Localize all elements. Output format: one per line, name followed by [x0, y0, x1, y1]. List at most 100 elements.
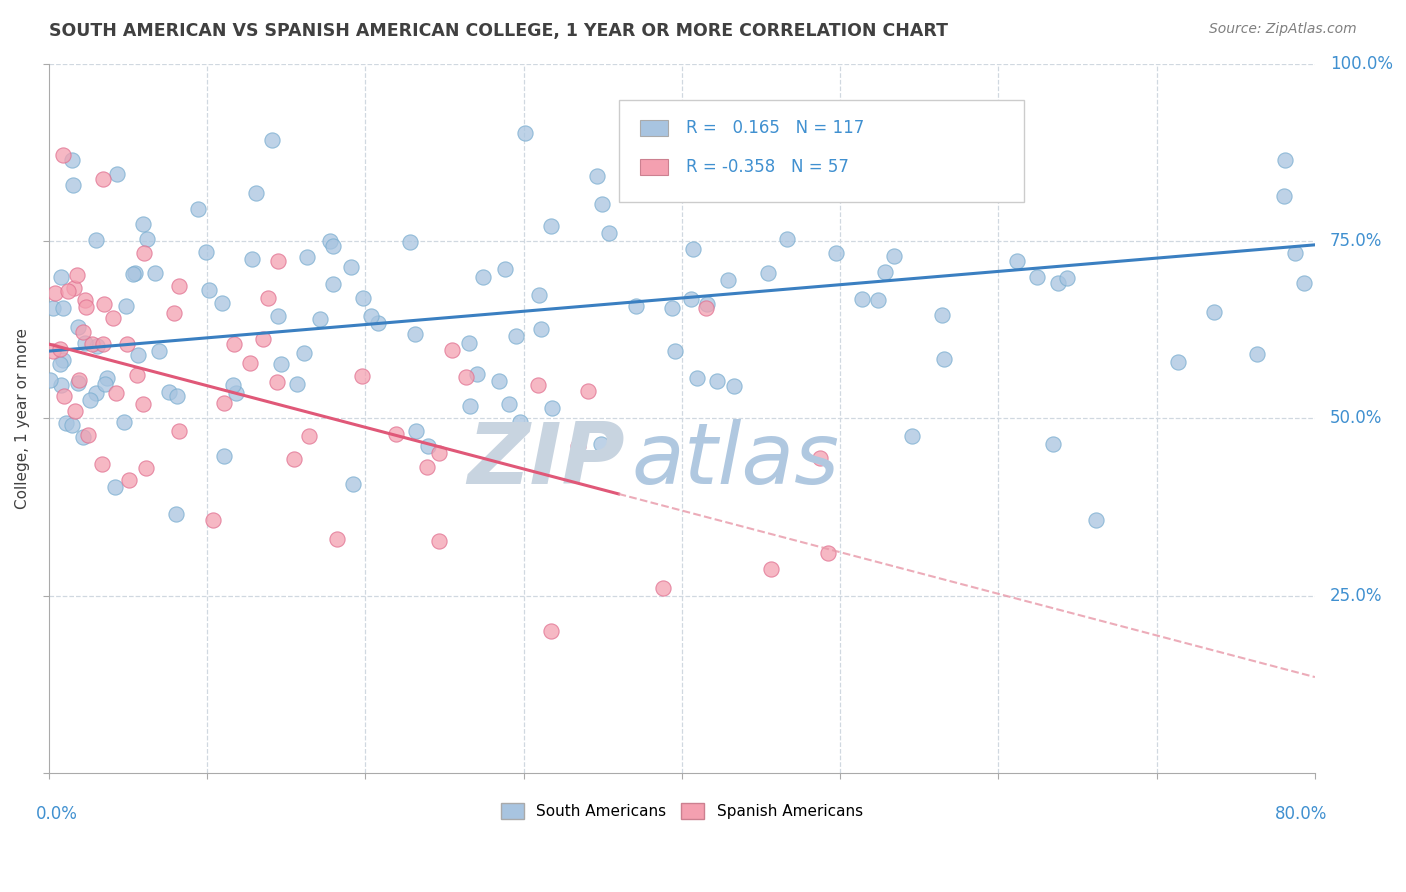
- Point: [458, 336, 481, 351]
- Y-axis label: College, 1 year or more: College, 1 year or more: [15, 328, 30, 509]
- Point: [810, 450, 832, 465]
- Point: [266, 375, 288, 389]
- Point: [292, 345, 315, 359]
- Point: [319, 235, 342, 249]
- Point: [222, 378, 245, 392]
- Point: [681, 292, 703, 306]
- Point: [498, 397, 520, 411]
- Point: [73, 336, 96, 351]
- Text: 25.0%: 25.0%: [1330, 587, 1382, 605]
- Point: [91, 337, 114, 351]
- Point: [652, 581, 675, 595]
- Point: [488, 374, 510, 388]
- Point: [169, 424, 191, 438]
- Point: [60, 417, 83, 432]
- Point: [429, 446, 451, 460]
- Point: [260, 133, 283, 147]
- Point: [117, 473, 139, 487]
- Point: [101, 311, 124, 326]
- Point: [1274, 153, 1296, 168]
- Point: [567, 439, 589, 453]
- Point: [883, 248, 905, 262]
- Legend: South Americans, Spanish Americans: South Americans, Spanish Americans: [495, 797, 869, 825]
- Point: [454, 369, 477, 384]
- Point: [868, 293, 890, 308]
- Point: [257, 291, 280, 305]
- Point: [367, 316, 389, 330]
- Point: [187, 202, 209, 216]
- Point: [326, 532, 349, 546]
- Point: [350, 368, 373, 383]
- Point: [90, 458, 112, 472]
- Point: [49, 342, 72, 356]
- Point: [817, 546, 839, 560]
- Point: [824, 245, 846, 260]
- Point: [322, 238, 344, 252]
- Point: [44, 285, 66, 300]
- Point: [513, 127, 536, 141]
- Point: [62, 178, 84, 192]
- Text: 100.0%: 100.0%: [1330, 55, 1393, 73]
- Point: [1046, 276, 1069, 290]
- Point: [132, 246, 155, 260]
- Point: [49, 270, 72, 285]
- Point: [1042, 437, 1064, 451]
- Text: SOUTH AMERICAN VS SPANISH AMERICAN COLLEGE, 1 YEAR OR MORE CORRELATION CHART: SOUTH AMERICAN VS SPANISH AMERICAN COLLE…: [49, 22, 948, 40]
- Text: atlas: atlas: [631, 419, 839, 502]
- Point: [527, 378, 550, 392]
- Point: [132, 397, 155, 411]
- Point: [295, 250, 318, 264]
- Point: [212, 449, 235, 463]
- Point: [67, 373, 90, 387]
- Point: [132, 217, 155, 231]
- Point: [1246, 347, 1268, 361]
- Point: [135, 460, 157, 475]
- Point: [385, 426, 408, 441]
- Point: [285, 376, 308, 391]
- Point: [685, 371, 707, 385]
- Point: [541, 401, 564, 415]
- Point: [125, 368, 148, 383]
- Text: 50.0%: 50.0%: [1330, 409, 1382, 427]
- Point: [56, 284, 79, 298]
- Point: [165, 508, 187, 522]
- Point: [759, 562, 782, 576]
- Point: [441, 343, 464, 357]
- Point: [93, 297, 115, 311]
- Point: [52, 301, 75, 315]
- Point: [1167, 355, 1189, 369]
- Point: [706, 374, 728, 388]
- Point: [86, 233, 108, 247]
- Point: [96, 371, 118, 385]
- Point: [405, 424, 427, 438]
- Point: [239, 356, 262, 370]
- Point: [49, 378, 72, 392]
- Point: [322, 277, 344, 292]
- Point: [60, 153, 83, 167]
- Point: [148, 343, 170, 358]
- Point: [267, 309, 290, 323]
- Point: [72, 430, 94, 444]
- Point: [458, 400, 481, 414]
- Point: [404, 327, 426, 342]
- Point: [901, 429, 924, 443]
- Point: [198, 284, 221, 298]
- Point: [117, 336, 139, 351]
- Text: 80.0%: 80.0%: [1275, 805, 1327, 822]
- Point: [1202, 304, 1225, 318]
- Point: [527, 287, 550, 301]
- Point: [416, 460, 439, 475]
- Point: [112, 415, 135, 429]
- Point: [270, 358, 292, 372]
- Point: [756, 148, 779, 162]
- Point: [1005, 253, 1028, 268]
- Point: [509, 415, 531, 429]
- Point: [540, 219, 562, 233]
- Point: [682, 242, 704, 256]
- Point: [157, 384, 180, 399]
- Point: [122, 267, 145, 281]
- Point: [540, 624, 562, 639]
- Point: [75, 301, 97, 315]
- Point: [222, 337, 245, 351]
- Point: [124, 266, 146, 280]
